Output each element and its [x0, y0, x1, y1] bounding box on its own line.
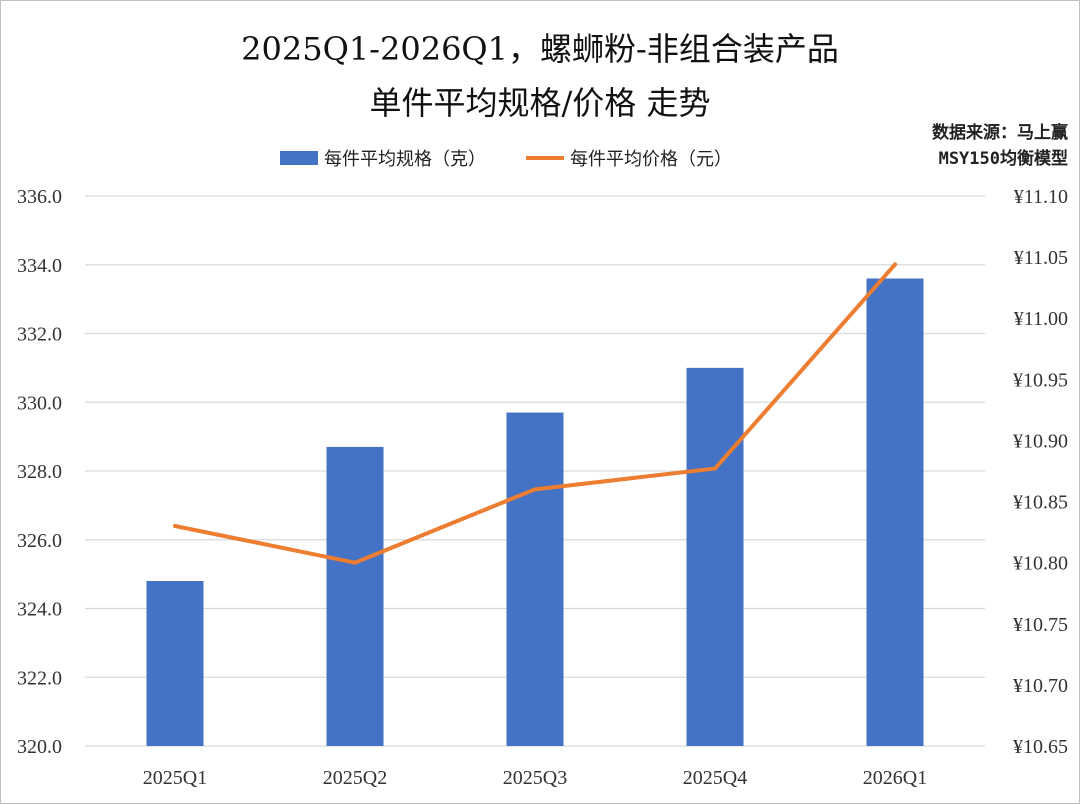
- legend-item-line: 每件平均价格（元）: [526, 145, 732, 171]
- y-right-tick-label: ¥10.85: [1013, 492, 1068, 514]
- y-left-tick-label: 320.0: [17, 736, 62, 758]
- legend-item-bar: 每件平均规格（克）: [280, 145, 486, 171]
- y-right-tick-label: ¥10.80: [1013, 553, 1068, 575]
- price-point: [353, 560, 357, 565]
- bar: [146, 581, 204, 746]
- price-point: [173, 524, 177, 528]
- y-right-tick-label: ¥11.10: [1014, 186, 1068, 208]
- y-left-tick-label: 322.0: [17, 667, 62, 689]
- y-right-tick-label: ¥10.95: [1013, 369, 1068, 391]
- chart-title-line1: 2025Q1-2026Q1，螺蛳粉-非组合装产品: [241, 30, 839, 68]
- legend-line-swatch: [526, 156, 564, 160]
- bar: [506, 412, 564, 746]
- x-tick-label: 2025Q2: [323, 767, 387, 789]
- y-left-tick-label: 326.0: [17, 530, 62, 552]
- y-left-tick-label: 334.0: [17, 255, 62, 277]
- model-label: MSY150均衡模型: [938, 149, 1068, 169]
- x-tick-label: 2025Q1: [143, 767, 207, 789]
- y-left-tick-label: 336.0: [17, 186, 62, 208]
- source-label: 数据来源：马上赢: [932, 123, 1068, 143]
- y-left-tick-label: 324.0: [17, 599, 62, 621]
- y-left-tick-label: 330.0: [17, 392, 62, 414]
- legend-bar-label: 每件平均规格（克）: [324, 149, 486, 170]
- x-tick-label: 2025Q4: [683, 767, 747, 789]
- legend-bar-swatch: [280, 151, 318, 165]
- y-right-tick-label: ¥10.70: [1013, 675, 1068, 697]
- y-right-tick-label: ¥10.90: [1013, 430, 1068, 452]
- bar: [686, 367, 744, 746]
- x-tick-label: 2026Q1: [863, 767, 927, 789]
- y-right-tick-label: ¥10.75: [1013, 614, 1068, 636]
- x-tick-label: 2025Q3: [503, 767, 567, 789]
- y-right-tick-label: ¥11.05: [1014, 247, 1068, 269]
- legend: 每件平均规格（克） 每件平均价格（元）: [280, 145, 772, 171]
- price-point: [893, 262, 897, 267]
- price-point: [533, 487, 537, 492]
- y-left-tick-label: 328.0: [17, 461, 62, 483]
- legend-line-label: 每件平均价格（元）: [570, 149, 732, 170]
- price-point: [713, 466, 717, 471]
- y-left-tick-label: 332.0: [17, 324, 62, 346]
- y-right-tick-label: ¥11.00: [1014, 308, 1068, 330]
- bar: [866, 278, 924, 746]
- chart-title-line2: 单件平均规格/价格 走势: [369, 84, 711, 122]
- bar: [326, 446, 384, 746]
- y-right-tick-label: ¥10.65: [1013, 736, 1068, 758]
